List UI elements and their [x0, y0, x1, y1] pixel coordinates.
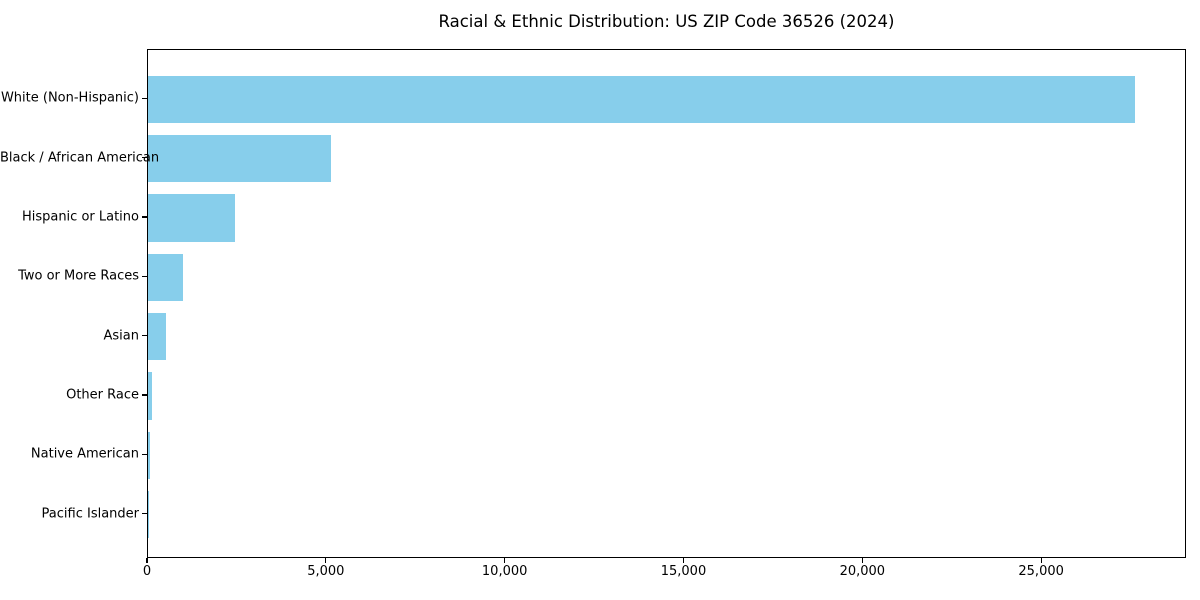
x-tick-mark [1040, 558, 1042, 563]
y-tick-label: Asian [103, 328, 139, 344]
plot-area [147, 49, 1186, 558]
bar [148, 134, 332, 183]
y-tick-mark [142, 216, 147, 218]
x-tick-mark [682, 558, 685, 563]
y-tick-label: Other Race [66, 387, 139, 403]
y-tick-label: Native American [30, 446, 139, 462]
y-tick-label: Two or More Races [18, 268, 139, 284]
y-tick-mark [142, 157, 147, 159]
y-tick-mark [142, 275, 147, 277]
x-tick-label: 15,000 [660, 564, 707, 579]
bar [148, 372, 152, 420]
y-tick-mark [142, 513, 147, 515]
y-tick-label: Pacific Islander [41, 506, 139, 522]
x-tick-mark [325, 558, 327, 563]
y-tick-label: Hispanic or Latino [21, 209, 139, 225]
bar [148, 194, 235, 242]
x-tick-mark [146, 558, 148, 563]
x-tick-mark [504, 558, 506, 563]
chart-title: Racial & Ethnic Distribution: US ZIP Cod… [438, 12, 895, 31]
y-tick-label: Black / African American [0, 150, 160, 166]
bar [148, 490, 149, 539]
x-tick-label: 10,000 [481, 564, 528, 579]
y-tick-mark [142, 97, 147, 99]
bar [148, 431, 150, 480]
y-tick-mark [142, 335, 147, 337]
y-tick-mark [142, 394, 147, 396]
x-tick-label: 5,000 [307, 564, 345, 579]
x-tick-label: 0 [142, 564, 152, 579]
bar [148, 253, 184, 302]
y-tick-label: White (Non-Hispanic) [0, 90, 139, 106]
x-tick-label: 20,000 [839, 564, 886, 579]
y-tick-mark [142, 453, 147, 455]
bar [148, 75, 1136, 124]
x-tick-label: 25,000 [1018, 564, 1064, 579]
bar [148, 312, 167, 361]
x-tick-mark [861, 558, 863, 563]
